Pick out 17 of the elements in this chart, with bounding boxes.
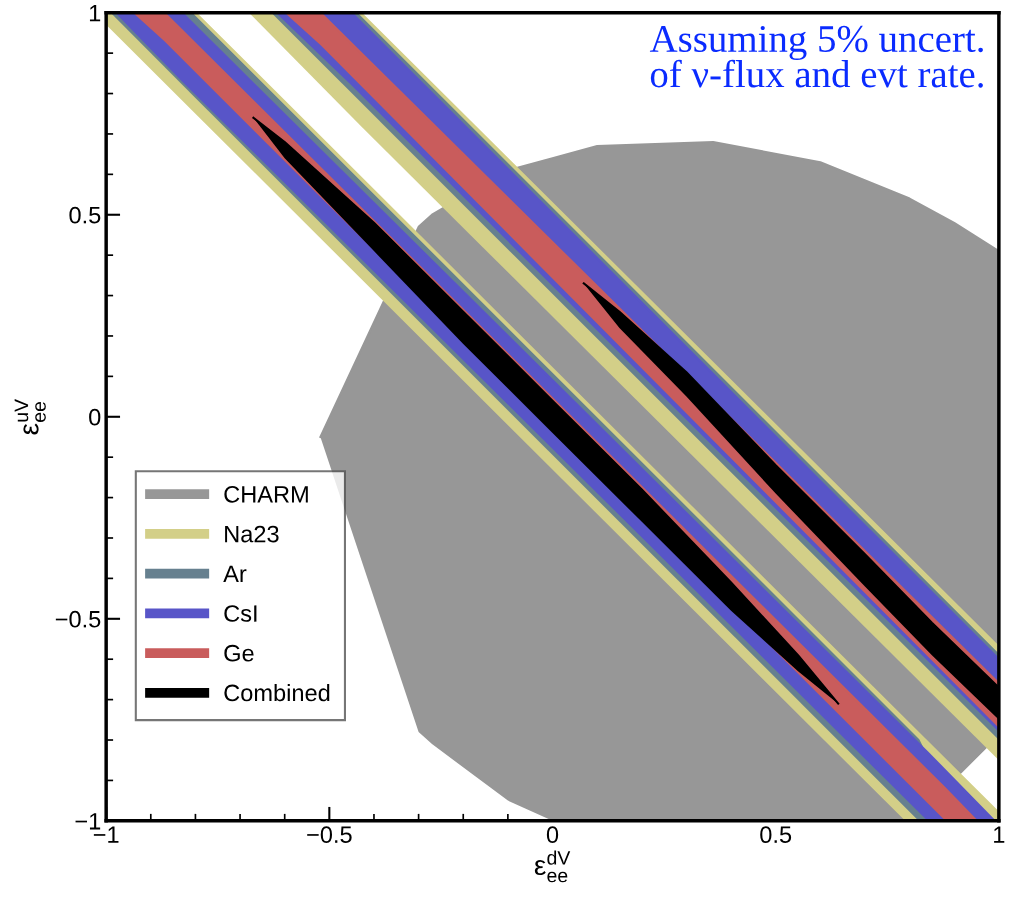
y-axis-title: ε$^{uV}$$_{ee}$ [14,399,46,435]
legend-label: CHARM [224,485,308,503]
x-tick-label: −0.5 [307,826,352,844]
legend-label: Combined [224,683,330,702]
annotation: Assuming 5% uncert. of ν-flux and evt rate. [649,25,983,88]
legend-label: CsI [224,605,257,622]
y-tick-label: 0.5 [69,206,101,224]
x-axis-title: ε$^{dV}$$_{ee}$ [534,850,571,883]
legend-label: Na23 [225,525,279,543]
y-tick-label: −0.5 [55,610,101,628]
x-tick-label: 1 [994,826,1005,843]
x-tick-label: 0.5 [760,826,792,844]
legend-label: Ar [223,565,247,582]
y-tick-label: 1 [89,5,101,22]
x-tick-label: 0 [546,826,559,844]
y-tick-label: 0 [89,408,101,426]
legend-label: Ge [224,644,254,662]
